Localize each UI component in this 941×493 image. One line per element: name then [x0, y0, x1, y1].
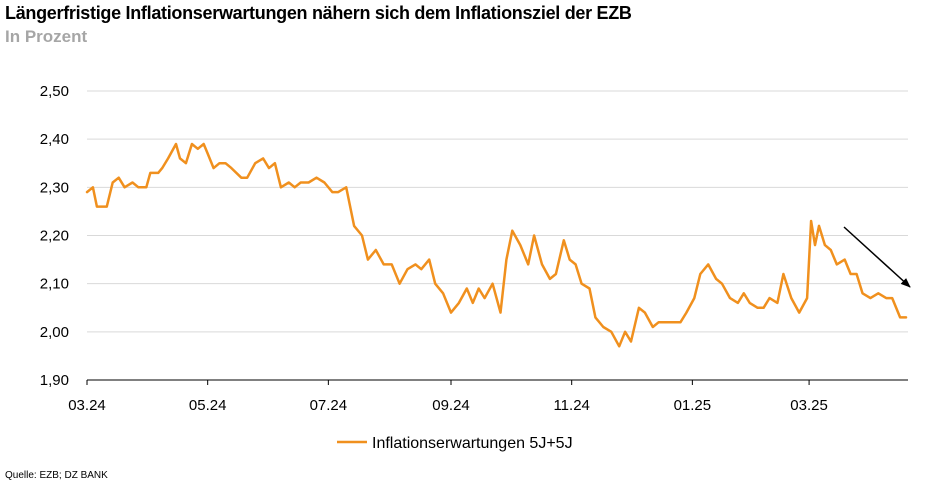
y-tick-label: 2,20 — [40, 228, 69, 245]
y-tick-label: 2,00 — [40, 324, 69, 341]
source-note: Quelle: EZB; DZ BANK — [5, 470, 108, 481]
y-tick-label: 2,50 — [40, 83, 69, 100]
y-tick-label: 1,90 — [40, 372, 69, 389]
legend: Inflationserwartungen 5J+5J — [337, 435, 573, 452]
y-tick-label: 2,10 — [40, 276, 69, 293]
x-tick-label: 01.25 — [674, 397, 712, 414]
trend-arrow — [843, 226, 911, 288]
x-tick-label: 11.24 — [553, 397, 589, 414]
chart-subtitle: In Prozent — [5, 27, 88, 46]
x-tick-label: 05.24 — [189, 397, 227, 414]
y-tick-label: 2,40 — [40, 131, 69, 148]
series-line — [85, 142, 908, 348]
trend-arrow-line — [843, 226, 911, 288]
series-lines — [85, 142, 908, 348]
x-tick-label: 03.24 — [68, 397, 106, 414]
x-tick-label: 07.24 — [310, 397, 348, 414]
x-tick-label: 03.25 — [790, 397, 828, 414]
y-axis-tick-labels: 1,90 2,00 2,10 2,20 2,30 2,40 2,50 — [40, 83, 69, 389]
legend-label: Inflationserwartungen 5J+5J — [372, 435, 573, 452]
x-tick-label: 09.24 — [432, 397, 470, 414]
x-axis: 03.24 05.24 07.24 09.24 11.24 01.25 03.25 — [68, 379, 908, 414]
chart-title: Längerfristige Inflationserwartungen näh… — [5, 3, 632, 23]
y-tick-label: 2,30 — [40, 179, 69, 196]
grid-lines — [87, 90, 908, 333]
